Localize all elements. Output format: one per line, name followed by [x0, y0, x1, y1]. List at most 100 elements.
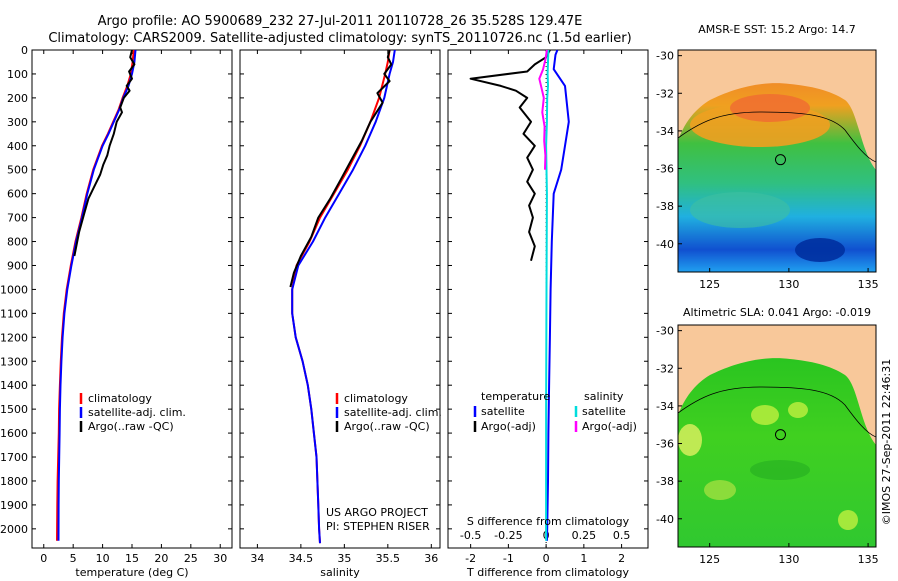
y-tick-label: 0	[21, 44, 28, 57]
legend-label-t-argo: Argo(-adj)	[481, 420, 536, 433]
temperature-legend: climatology satellite-adj. clim. Argo(..…	[79, 392, 186, 433]
x-tick-label: 1	[580, 552, 587, 565]
series-line-salinity-satellite	[545, 49, 550, 541]
y-tick-label: 1100	[0, 307, 28, 320]
map-y-tick-label: -40	[656, 513, 674, 526]
y-tick-label: 100	[7, 68, 28, 81]
s-difference-tick-label: 0.25	[572, 529, 597, 542]
float-position-marker	[774, 154, 786, 166]
map-y-tick-label: -32	[656, 87, 674, 100]
y-tick-label: 1300	[0, 355, 28, 368]
y-tick-label: 1600	[0, 427, 28, 440]
map-y-tick-label: -36	[656, 163, 674, 176]
legend-header-salinity: salinity	[584, 390, 624, 403]
map-y-tick-label: -32	[656, 362, 674, 375]
s-difference-tick-label: -0.25	[494, 529, 522, 542]
y-tick-label: 800	[7, 236, 28, 249]
series-line-satellite-adj-clim	[291, 49, 396, 544]
y-tick-label: 1800	[0, 475, 28, 488]
temperature-xlabel: temperature (deg C)	[75, 566, 188, 579]
figure-title-line2: Climatology: CARS2009. Satellite-adjuste…	[48, 31, 631, 46]
y-tick-label: 1700	[0, 451, 28, 464]
x-tick-label: 0	[40, 552, 47, 565]
series-line-argo-raw-qc	[73, 49, 136, 257]
legend-label-argo: Argo(..raw -QC)	[88, 420, 174, 433]
y-tick-label: 300	[7, 116, 28, 129]
map-x-tick-label: 130	[778, 553, 799, 566]
series-line-argo-raw-qc	[289, 49, 393, 288]
legend-label-satellite: satellite-adj. clim.	[88, 406, 186, 419]
salinity-xlabel: salinity	[320, 566, 360, 579]
map-y-tick-label: -36	[656, 438, 674, 451]
y-tick-label: 1000	[0, 283, 28, 296]
difference-plot: -2 -1 0 1 2-0.5 -0.25 0 0.25 0.5	[448, 49, 648, 565]
map-x-tick-label: 125	[699, 278, 720, 291]
y-tick-label: 900	[7, 259, 28, 272]
x-tick-label: 2	[618, 552, 625, 565]
project-annotation-line1: US ARGO PROJECT	[326, 506, 428, 519]
legend-label-t-satellite: satellite	[481, 405, 525, 418]
t-difference-xlabel: T difference from climatology	[466, 566, 629, 579]
y-tick-label: 2000	[0, 523, 28, 536]
x-tick-label: 36	[424, 552, 438, 565]
legend-label-argo: Argo(..raw -QC)	[344, 420, 430, 433]
float-position-marker	[774, 429, 786, 441]
x-tick-label: 25	[184, 552, 198, 565]
legend-label-climatology: climatology	[344, 392, 408, 405]
temperature-plot: 0 5 10 15 20 25 300100200300400500600700800900…	[0, 44, 232, 565]
x-tick-label: -1	[503, 552, 514, 565]
x-tick-label: 15	[125, 552, 139, 565]
sla-map-image	[678, 325, 876, 547]
sst-map-image	[678, 50, 876, 272]
map-y-tick-label: -40	[656, 238, 674, 251]
legend-label-satellite: satellite-adj. clim.	[344, 406, 442, 419]
salinity-panel-frame	[239, 49, 441, 549]
legend-label-s-satellite: satellite	[582, 405, 626, 418]
sst-map-frame	[677, 49, 877, 273]
legend-label-s-argo: Argo(-adj)	[582, 420, 637, 433]
s-difference-tick-label: -0.5	[460, 529, 481, 542]
x-tick-label: 20	[154, 552, 168, 565]
sla-map-frame	[677, 324, 877, 548]
y-tick-label: 1200	[0, 331, 28, 344]
map-y-tick-label: -38	[656, 200, 674, 213]
map-y-tick-label: -30	[656, 325, 674, 338]
sst-map-axes: 125 130 135 -30 -32 -34 -36 -38 -40	[656, 50, 879, 291]
timestamp-stamp: ©IMOS 27-Sep-2011 22:46:31	[880, 359, 893, 525]
x-tick-label: 35	[337, 552, 351, 565]
y-tick-label: 700	[7, 212, 28, 225]
figure-title-line1: Argo profile: AO 5900689_232 27-Jul-2011…	[98, 14, 583, 29]
y-tick-label: 400	[7, 140, 28, 153]
series-line-salinity-argo-adj	[538, 49, 548, 170]
sst-map-title: AMSR-E SST: 15.2 Argo: 14.7	[698, 23, 856, 36]
x-tick-label: 34.5	[289, 552, 314, 565]
map-y-tick-label: -34	[656, 400, 674, 413]
y-tick-label: 1900	[0, 499, 28, 512]
x-tick-label: 0	[543, 552, 550, 565]
map-y-tick-label: -38	[656, 475, 674, 488]
x-tick-label: -2	[465, 552, 476, 565]
sla-map-axes: 125 130 135 -30 -32 -34 -36 -38 -40	[656, 325, 879, 566]
legend-header-temperature: temperature	[481, 390, 550, 403]
map-x-tick-label: 130	[778, 278, 799, 291]
s-difference-tick-label: 0.5	[613, 529, 631, 542]
legend-label-climatology: climatology	[88, 392, 152, 405]
x-tick-label: 5	[70, 552, 77, 565]
sla-contour-line	[678, 386, 876, 438]
series-line-temperature-satellite	[545, 49, 570, 541]
x-tick-label: 30	[213, 552, 227, 565]
sst-land-mask	[678, 50, 876, 170]
temperature-panel-frame	[31, 49, 233, 549]
salinity-legend: climatology satellite-adj. clim. Argo(..…	[335, 392, 442, 433]
x-tick-label: 34	[250, 552, 264, 565]
project-annotation-line2: PI: STEPHEN RISER	[326, 520, 430, 533]
y-tick-label: 1400	[0, 379, 28, 392]
y-tick-label: 500	[7, 164, 28, 177]
y-tick-label: 600	[7, 188, 28, 201]
s-difference-label: S difference from climatology	[467, 515, 630, 528]
x-tick-label: 10	[96, 552, 110, 565]
map-x-tick-label: 125	[699, 553, 720, 566]
map-y-tick-label: -34	[656, 125, 674, 138]
y-tick-label: 200	[7, 92, 28, 105]
